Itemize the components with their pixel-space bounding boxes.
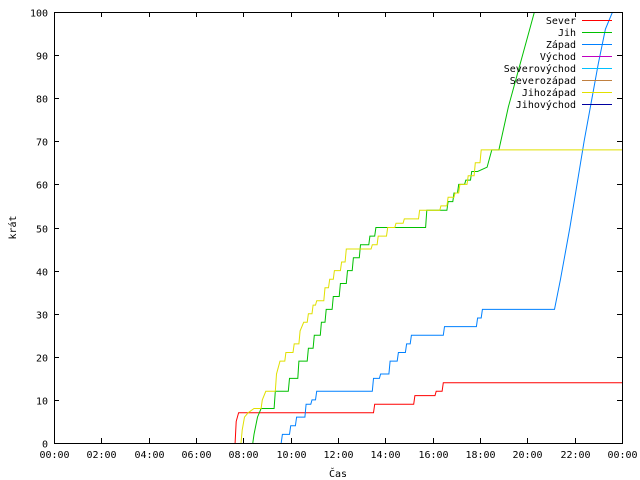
series-line-2: [280, 12, 613, 444]
y-axis-label: krát: [7, 215, 19, 239]
y-tick-label: 30: [36, 311, 48, 322]
x-tick-label: 14:00: [370, 450, 400, 461]
x-tick-label: 18:00: [465, 450, 495, 461]
legend-label: Východ: [540, 51, 576, 63]
series-line-6: [240, 149, 622, 444]
x-tick-label: 20:00: [512, 450, 542, 461]
legend-label: Jih: [558, 28, 576, 39]
x-tick-label: 10:00: [276, 450, 306, 461]
series-line-0: [234, 382, 622, 444]
legend-label: Jihovýchod: [516, 99, 576, 111]
legend-label: Západ: [546, 39, 576, 51]
y-tick-label: 70: [36, 138, 48, 149]
y-tick-label: 90: [36, 52, 48, 63]
x-tick-label: 16:00: [418, 450, 448, 461]
y-tick-label: 50: [36, 225, 48, 236]
x-tick-label: 02:00: [86, 450, 116, 461]
x-axis-label: Čas: [329, 467, 347, 480]
x-axis-ticks: 00:00 02:00 04:00 06:00 08:00 10:00 12:00 14:00…: [39, 12, 638, 461]
y-tick-label: 0: [42, 440, 48, 451]
y-tick-label: 60: [36, 181, 48, 192]
plot-series: [234, 12, 622, 444]
legend: SeverJihZápadVýchodSeverovýchodSeverozáp…: [504, 16, 612, 111]
legend-label: Severovýchod: [504, 63, 576, 75]
y-axis-ticks: 0 10 20 30 40 50 60 70 80 90 100: [30, 9, 622, 451]
x-tick-label: 06:00: [181, 450, 211, 461]
x-tick-label: 22:00: [560, 450, 590, 461]
y-tick-label: 20: [36, 354, 48, 365]
x-tick-label: 08:00: [228, 450, 258, 461]
y-tick-label: 80: [36, 95, 48, 106]
x-tick-label: 00:00: [39, 450, 69, 461]
legend-label: Sever: [546, 16, 576, 27]
x-tick-label: 00:00: [607, 450, 637, 461]
legend-label: Severozápad: [510, 75, 576, 87]
y-tick-label: 100: [30, 9, 48, 20]
legend-label: Jihozápad: [522, 87, 576, 99]
x-tick-label: 12:00: [323, 450, 353, 461]
y-tick-label: 40: [36, 268, 48, 279]
y-tick-label: 10: [36, 397, 48, 408]
x-tick-label: 04:00: [134, 450, 164, 461]
